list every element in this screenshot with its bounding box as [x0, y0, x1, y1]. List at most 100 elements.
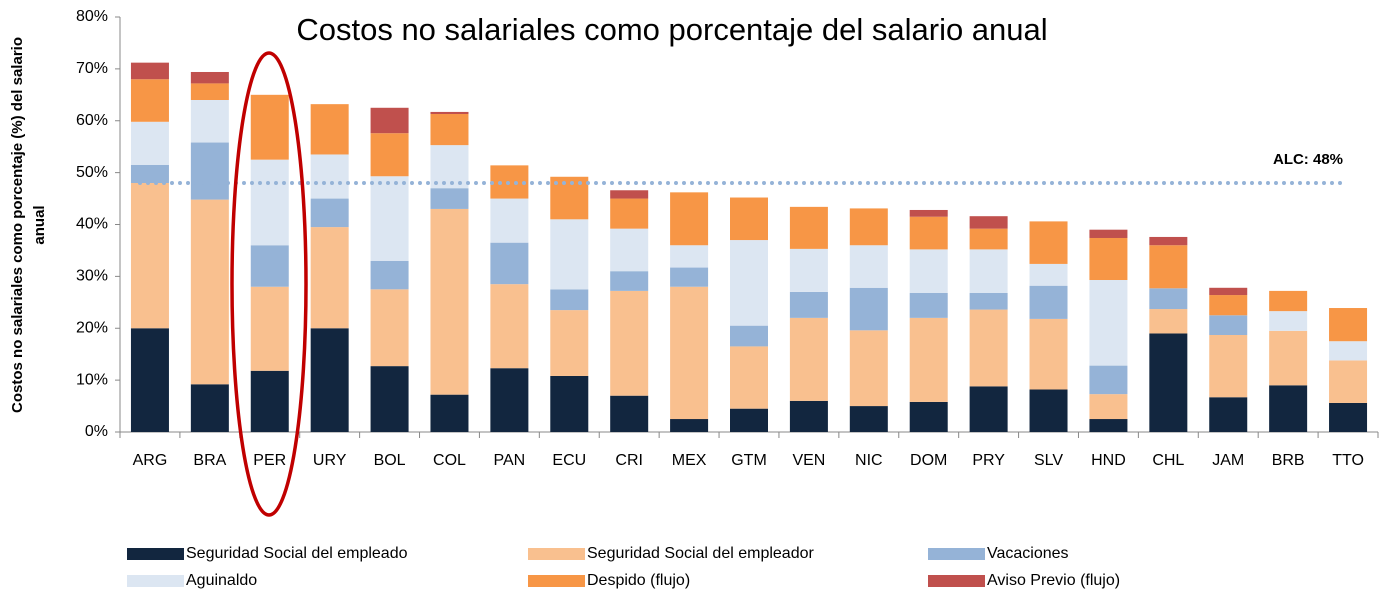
bar-segment [430, 208, 469, 395]
bar-segment [730, 325, 768, 347]
bar-segment [490, 198, 529, 243]
legend-label: Despido (flujo) [587, 572, 690, 589]
bar-segment [1209, 315, 1248, 335]
bar-segment [250, 159, 289, 246]
bar-segment [789, 291, 828, 318]
bar-segment [909, 317, 948, 402]
bar-segment [310, 198, 349, 228]
bar-segment [550, 310, 589, 376]
x-tick-label: NIC [855, 452, 883, 469]
bar-segment [1029, 285, 1068, 319]
bar-segment [969, 309, 1008, 387]
legend-swatch [528, 575, 585, 587]
bar-segment [430, 111, 469, 115]
y-tick-label: 20% [76, 319, 108, 336]
bar-segment [909, 401, 948, 432]
bar-segment [430, 114, 469, 146]
bar-segment [430, 394, 469, 432]
bar-segment [969, 228, 1008, 250]
bar-segment [1149, 309, 1188, 334]
x-tick-label: JAM [1212, 452, 1244, 469]
bar-segment [190, 100, 229, 143]
bar-segment [190, 199, 229, 385]
bar-segment [310, 227, 349, 329]
bar-segment [310, 328, 349, 432]
chart-title: Costos no salariales como porcentaje del… [296, 12, 1047, 47]
y-axis-label: anual [31, 205, 48, 244]
x-tick-label: ARG [133, 452, 168, 469]
x-tick-label: CHL [1152, 452, 1184, 469]
bar-segment [370, 176, 409, 261]
legend-label: Seguridad Social del empleador [587, 545, 814, 562]
bar-segment [1209, 287, 1248, 296]
bar-segment [1209, 397, 1248, 432]
bar-segment [1329, 308, 1368, 342]
bar-segment [789, 206, 828, 249]
y-tick-label: 10% [76, 371, 108, 388]
x-tick-label: PER [253, 452, 286, 469]
bar-segment [670, 192, 709, 246]
x-tick-label: GTM [731, 452, 767, 469]
bar-segment [130, 62, 169, 80]
bar-segment [550, 219, 589, 290]
bar-segment [370, 133, 409, 177]
bar-segment [969, 386, 1008, 432]
legend-swatch [528, 548, 585, 560]
x-tick-label: URY [313, 452, 347, 469]
bar-segment [1149, 236, 1188, 246]
x-tick-label: VEN [792, 452, 825, 469]
bar-segment [849, 330, 888, 407]
bar-segment [250, 370, 289, 432]
bar-segment [1149, 288, 1188, 310]
bar-segment [849, 245, 888, 288]
bar-segment [789, 317, 828, 401]
bar-segment [1269, 330, 1308, 386]
bar-segment [610, 290, 649, 396]
bar-segment [250, 245, 289, 287]
bar-segment [190, 83, 229, 100]
x-tick-label: ECU [552, 452, 586, 469]
bar-segment [370, 289, 409, 367]
bar-segment [909, 216, 948, 250]
bar-segment [190, 384, 229, 432]
bar-segment [730, 408, 768, 432]
bar-segment [190, 142, 229, 200]
bar-segment [1089, 419, 1128, 432]
bar-segment [1089, 229, 1128, 238]
bar-segment [969, 292, 1008, 310]
bar-segment [250, 286, 289, 371]
x-tick-label: BRA [193, 452, 226, 469]
bar-segment [1329, 402, 1368, 432]
x-tick-label: PAN [494, 452, 526, 469]
x-tick-label: BOL [374, 452, 406, 469]
bar-segment [670, 245, 709, 268]
bar-segment [969, 249, 1008, 293]
legend-label: Aviso Previo (flujo) [987, 572, 1120, 589]
bar-segment [670, 267, 709, 287]
bar-segment [490, 242, 529, 285]
x-tick-label: HND [1091, 452, 1126, 469]
bar-segment [610, 198, 649, 229]
bar-segment [1029, 221, 1068, 264]
y-axis-label: Costos no salariales como porcentaje (%)… [9, 37, 26, 413]
y-tick-label: 30% [76, 268, 108, 285]
bar-segment [789, 400, 828, 432]
bar-segment [130, 79, 169, 122]
bar-segment [1089, 394, 1128, 420]
bar-segment [670, 286, 709, 420]
bar-segment [909, 209, 948, 217]
bar-segment [550, 375, 589, 432]
bar-segment [430, 145, 469, 189]
bar-segment [1029, 389, 1068, 432]
bar-segment [430, 188, 469, 209]
bar-segment [1209, 334, 1248, 398]
bar-segment [610, 228, 649, 272]
bar-segment [730, 197, 768, 241]
bar-segment [310, 104, 349, 155]
bar-segment [370, 107, 409, 134]
bar-segment [1329, 360, 1368, 403]
bar-segment [370, 366, 409, 432]
bar-segment [130, 164, 169, 183]
bar-segment [1149, 245, 1188, 289]
bar-segment [1089, 365, 1128, 395]
